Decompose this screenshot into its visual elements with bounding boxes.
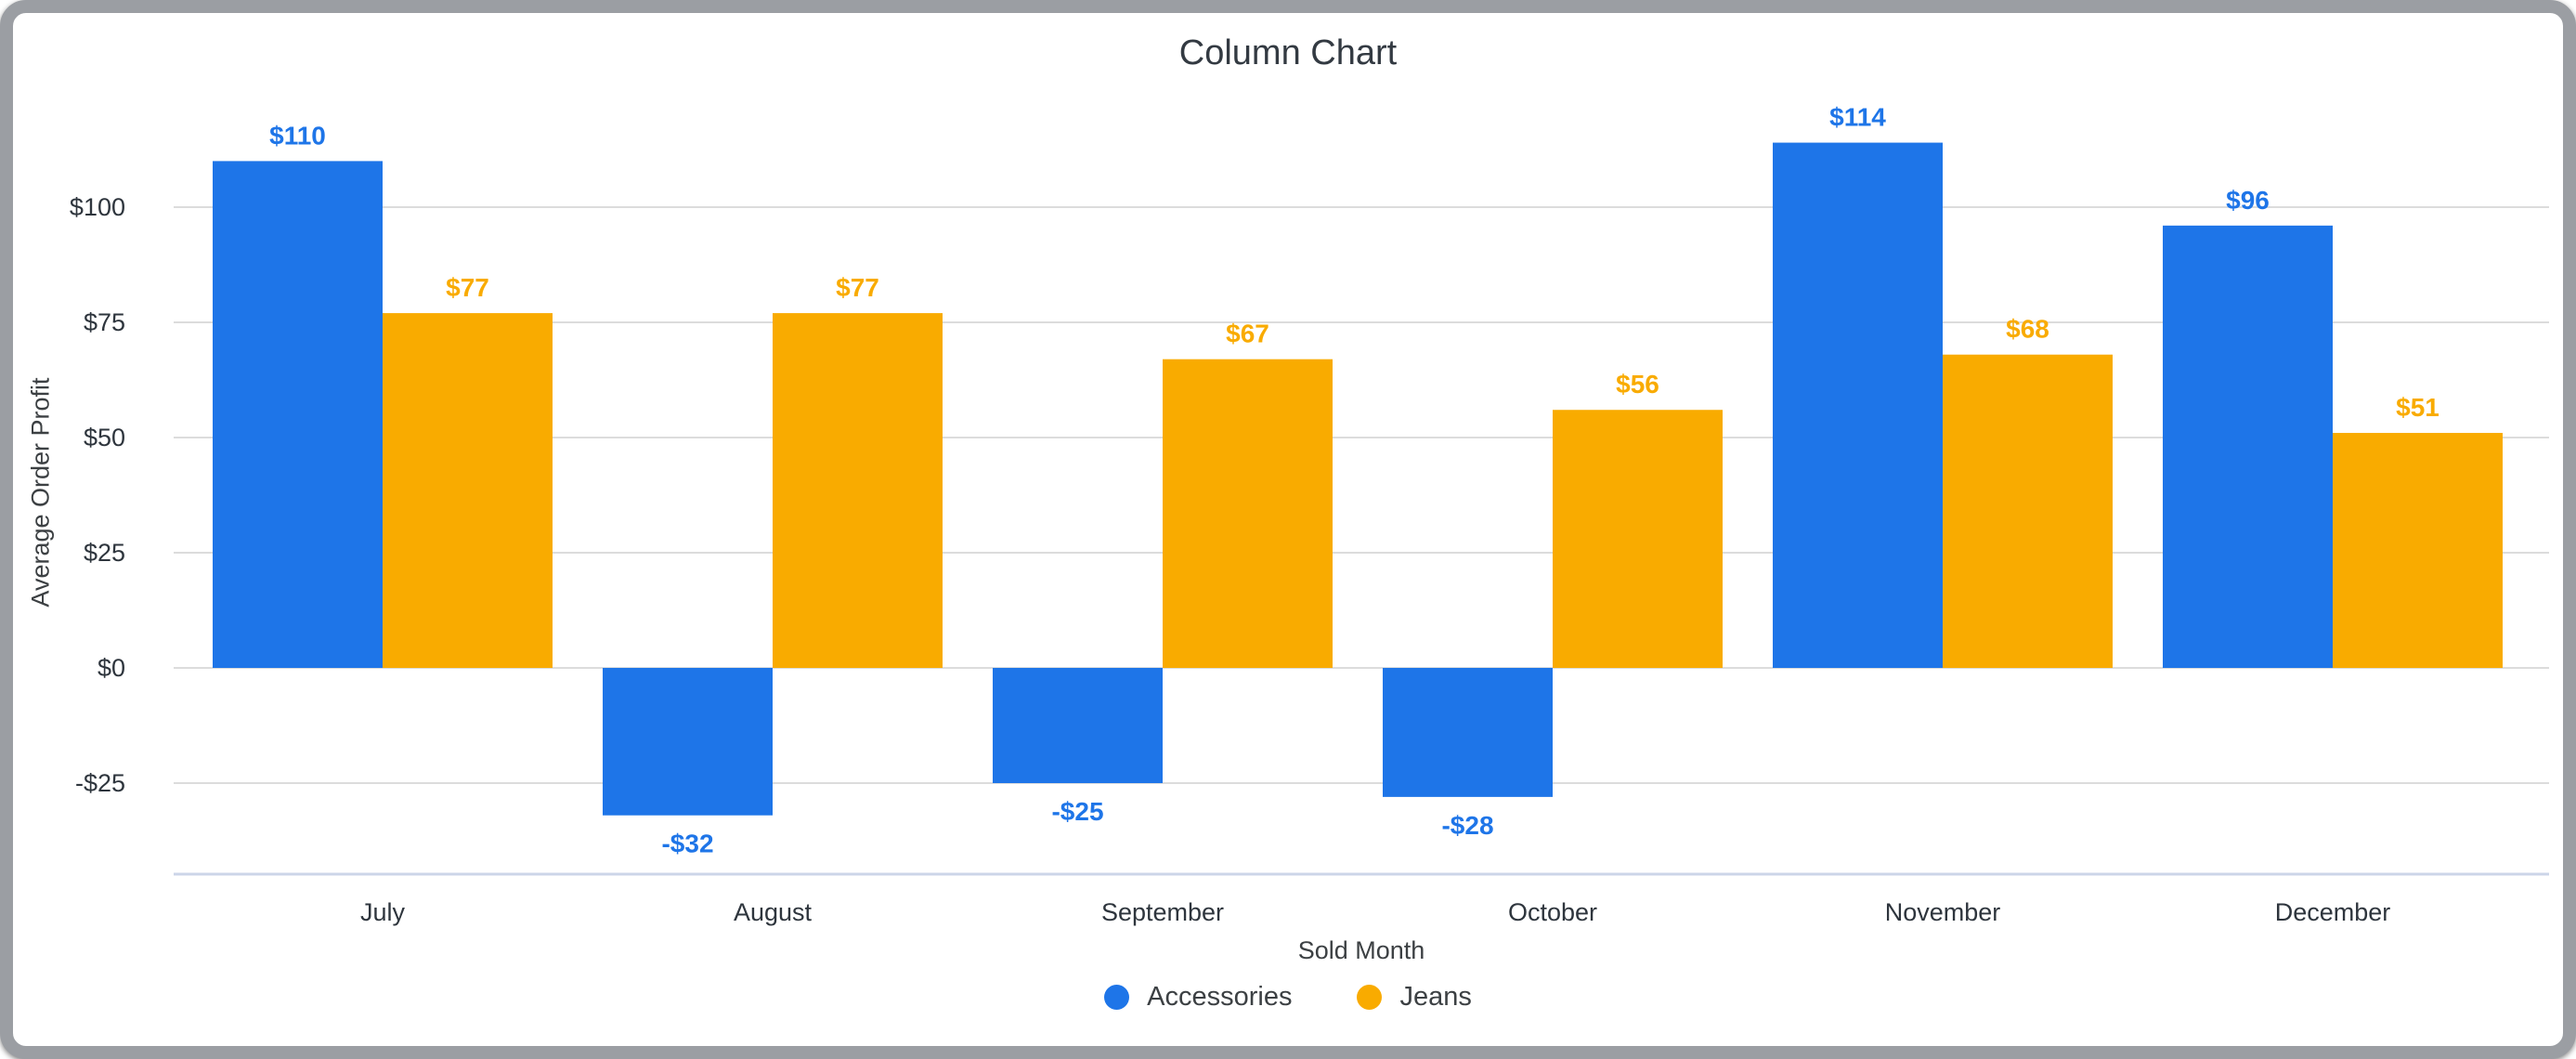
y-tick-label: $100 xyxy=(70,193,125,221)
y-tick-label: $75 xyxy=(84,308,125,336)
bar-jeans-july[interactable] xyxy=(383,313,553,668)
bar-value-label: $77 xyxy=(446,273,489,302)
bar-accessories-september[interactable] xyxy=(993,668,1163,783)
x-axis-title: Sold Month xyxy=(1297,936,1425,964)
y-tick-label: $0 xyxy=(98,654,125,682)
x-tick-label: October xyxy=(1508,898,1597,926)
y-tick-label: $25 xyxy=(84,539,125,567)
bar-value-label: $68 xyxy=(2006,315,2049,344)
bar-value-label: $51 xyxy=(2396,393,2439,422)
chart-title: Column Chart xyxy=(1178,33,1398,72)
legend-label-jeans: Jeans xyxy=(1399,981,1472,1012)
y-tick-label: $50 xyxy=(84,424,125,451)
legend-item-accessories[interactable]: Accessories xyxy=(1104,982,1292,1013)
bar-accessories-july[interactable] xyxy=(213,161,383,668)
bar-value-label: $56 xyxy=(1616,370,1659,399)
y-tick-label: -$25 xyxy=(75,769,125,797)
legend-item-jeans[interactable]: Jeans xyxy=(1357,981,1472,1013)
legend-label-accessories: Accessories xyxy=(1147,981,1293,1012)
bar-value-label: -$28 xyxy=(1441,811,1493,840)
bar-value-label: $67 xyxy=(1226,320,1269,348)
bar-value-label: $114 xyxy=(1829,103,1886,132)
bar-jeans-october[interactable] xyxy=(1553,410,1723,668)
bar-jeans-december[interactable] xyxy=(2333,433,2503,668)
bar-accessories-october[interactable] xyxy=(1383,668,1553,797)
x-tick-label: August xyxy=(734,898,813,926)
bar-value-label: $110 xyxy=(269,121,326,150)
y-axis-title: Average Order Profit xyxy=(26,377,55,608)
x-tick-label: November xyxy=(1885,898,2001,926)
bar-value-label: -$25 xyxy=(1051,797,1103,826)
x-tick-label: July xyxy=(360,898,406,926)
bar-accessories-december[interactable] xyxy=(2163,225,2333,668)
bar-accessories-august[interactable] xyxy=(603,668,773,816)
x-tick-label: December xyxy=(2275,898,2391,926)
bar-jeans-september[interactable] xyxy=(1163,359,1333,668)
bar-value-label: -$32 xyxy=(661,830,713,858)
x-tick-label: September xyxy=(1101,898,1224,926)
bar-value-label: $96 xyxy=(2226,186,2270,215)
bar-jeans-november[interactable] xyxy=(1943,354,2113,668)
legend-swatch-jeans-icon xyxy=(1357,984,1383,1010)
bar-accessories-november[interactable] xyxy=(1773,142,1943,668)
legend-swatch-accessories-icon xyxy=(1104,984,1130,1010)
bar-value-label: $77 xyxy=(836,273,879,302)
legend: Accessories Jeans xyxy=(0,975,2576,1018)
bar-jeans-august[interactable] xyxy=(773,313,943,668)
